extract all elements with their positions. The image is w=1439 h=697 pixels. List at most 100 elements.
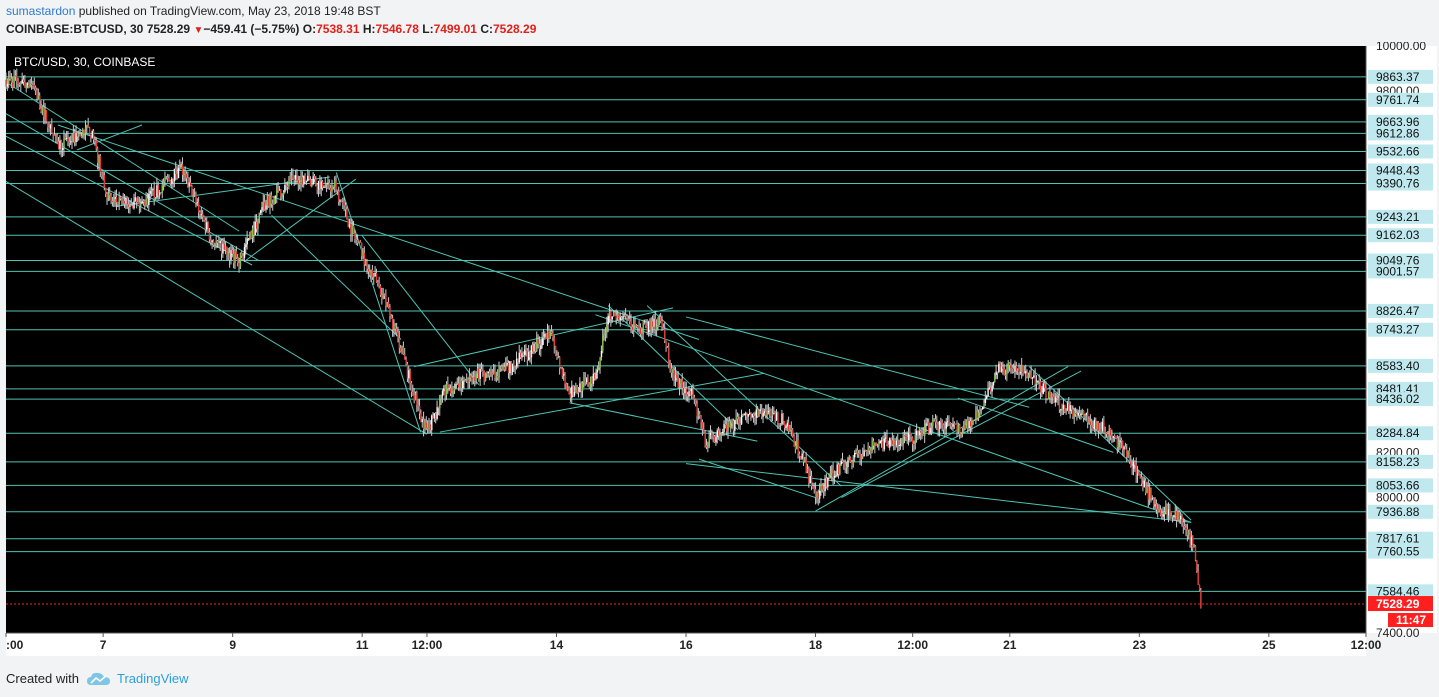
candle-body	[840, 460, 842, 465]
candle-body	[1158, 509, 1160, 512]
open-value: 7538.31	[316, 22, 360, 36]
candle-body	[544, 333, 546, 337]
candle-body	[1088, 421, 1090, 423]
candle-body	[770, 409, 772, 416]
candle-body	[668, 346, 670, 365]
candle-body	[653, 318, 655, 327]
candle-body	[161, 185, 164, 193]
candle-body	[1025, 371, 1027, 374]
candle-body	[1116, 438, 1119, 447]
candle-body	[552, 333, 554, 338]
candle-body	[234, 251, 236, 264]
candle-body	[1143, 480, 1146, 488]
candle-body	[1042, 383, 1045, 394]
candle-body	[72, 132, 75, 141]
candle-body	[645, 322, 647, 326]
candle-body	[378, 283, 380, 286]
time-axis[interactable]	[6, 633, 1366, 656]
candle-body	[269, 195, 271, 207]
candle-body	[982, 406, 984, 410]
candle-body	[117, 202, 119, 205]
candle-body	[1034, 375, 1036, 384]
price-chart[interactable]: BTC/USD, 30, COINBASE10000.009800.008200…	[0, 42, 1439, 660]
trend-line[interactable]	[439, 372, 764, 433]
author-link[interactable]: sumastardon	[6, 4, 76, 18]
trend-line[interactable]	[698, 458, 816, 499]
candle-body	[600, 350, 603, 358]
trend-line[interactable]	[271, 214, 402, 340]
candle-body	[977, 412, 980, 419]
level-label: 7936.88	[1376, 505, 1420, 519]
trend-line[interactable]	[685, 463, 1192, 523]
high-value: 7546.78	[375, 22, 419, 36]
candle-body	[946, 421, 949, 423]
trend-line[interactable]	[685, 316, 1030, 408]
candle-body	[55, 135, 57, 137]
candle-body	[1180, 516, 1182, 520]
candle-body	[1115, 436, 1117, 439]
candle-body	[199, 212, 201, 215]
candle-body	[792, 429, 794, 437]
candle-body	[1004, 374, 1007, 376]
trend-line[interactable]	[335, 172, 421, 433]
candle-body	[258, 212, 261, 223]
candle-body	[369, 271, 371, 276]
candle-body	[1085, 412, 1088, 415]
candle-body	[837, 464, 840, 475]
candle-body	[781, 413, 783, 425]
trend-line[interactable]	[1028, 366, 1192, 521]
candle-body	[193, 194, 196, 196]
candle-body	[316, 184, 318, 190]
trend-line[interactable]	[361, 235, 480, 385]
trend-line[interactable]	[607, 305, 739, 431]
candle-body	[833, 475, 836, 478]
candle-body	[265, 205, 267, 210]
candle-body	[1023, 373, 1026, 375]
candle-body	[169, 180, 172, 184]
candles[interactable]	[5, 68, 1202, 609]
candle-body	[319, 180, 321, 189]
candle-body	[746, 413, 748, 417]
trend-line[interactable]	[646, 305, 842, 487]
trend-line[interactable]	[5, 181, 428, 435]
candle-body	[893, 440, 895, 445]
candle-body	[849, 457, 852, 463]
candle-body	[810, 476, 813, 487]
candle-body	[136, 197, 138, 202]
candle-body	[1112, 435, 1115, 438]
tradingview-brand[interactable]: TradingView	[86, 671, 189, 686]
trend-line[interactable]	[57, 124, 700, 340]
trend-line[interactable]	[569, 402, 758, 442]
candle-body	[12, 82, 14, 88]
candle-body	[158, 192, 161, 196]
candle-body	[590, 377, 592, 388]
candle-body	[1139, 475, 1142, 478]
candle-body	[490, 372, 492, 376]
candle-body	[510, 361, 512, 372]
candle-body	[529, 352, 531, 358]
trend-line[interactable]	[815, 366, 1069, 512]
trend-line[interactable]	[77, 124, 143, 151]
candle-body	[639, 327, 642, 335]
candle-body	[571, 386, 573, 398]
candle-body	[637, 326, 639, 328]
candle-body	[440, 396, 442, 400]
candle-body	[17, 80, 19, 84]
candle-body	[1070, 405, 1073, 410]
candle-body	[207, 222, 209, 232]
level-label-bg	[1368, 163, 1433, 178]
candle-body	[994, 375, 996, 383]
plot-area[interactable]	[6, 46, 1366, 633]
candle-body	[99, 155, 102, 173]
candle-body	[362, 252, 364, 257]
tradingview-link[interactable]: TradingView	[116, 671, 189, 686]
candle-body	[938, 420, 941, 430]
candle-body	[964, 425, 966, 429]
candle-body	[414, 393, 417, 401]
candle-body	[1007, 362, 1010, 369]
candle-body	[805, 458, 807, 472]
candle-body	[32, 84, 34, 86]
candle-body	[242, 255, 244, 258]
x-tick-label: 12:00	[412, 638, 443, 652]
candle-body	[1035, 382, 1038, 384]
